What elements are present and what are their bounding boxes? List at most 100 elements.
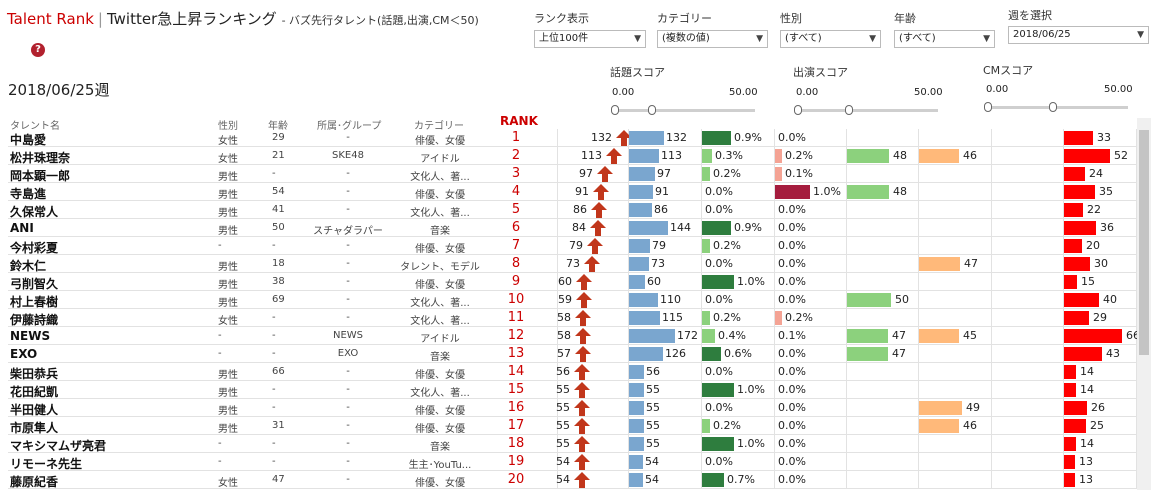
- topic-score-value: 50: [895, 293, 909, 306]
- row-divider: [8, 344, 1136, 345]
- category-select[interactable]: (複数の値) ▼: [657, 30, 768, 48]
- group-cell: -: [346, 186, 350, 197]
- scrollbar-thumb[interactable]: [1139, 130, 1149, 355]
- talent-name-link[interactable]: EXO: [10, 347, 38, 361]
- appearance-score-track[interactable]: [798, 109, 938, 112]
- gender-value: (すべて): [785, 33, 822, 44]
- trend-value: 55: [556, 419, 570, 432]
- appearance-score-max-handle[interactable]: [845, 105, 853, 115]
- help-icon[interactable]: ?: [31, 43, 45, 57]
- rank-display-select[interactable]: 上位100件 ▼: [534, 30, 646, 48]
- age-cell: 66: [272, 366, 285, 377]
- topic-score-value: 47: [892, 329, 906, 342]
- row-divider: [8, 416, 1136, 417]
- gender-cell: 男性: [218, 226, 238, 237]
- trend-value: 86: [573, 203, 587, 216]
- category-label: カテゴリー: [657, 12, 712, 25]
- talent-name-link[interactable]: 伊藤詩織: [10, 313, 59, 327]
- cm-score-bar: [1064, 221, 1096, 235]
- appearance-share-value: 0.0%: [778, 203, 806, 216]
- row-divider: [8, 308, 1136, 309]
- trend-up-arrow-icon: [575, 328, 591, 344]
- trend-up-arrow-icon: [616, 130, 632, 146]
- row-divider: [8, 488, 1136, 489]
- rank-cell: 11: [507, 310, 525, 325]
- appearance-score-min: 0.00: [796, 87, 819, 98]
- category-cell: 俳優、女優: [415, 280, 465, 291]
- talent-name-link[interactable]: 半田健人: [10, 403, 59, 417]
- cm-score-bar: [1064, 293, 1099, 307]
- grid-column-line: [918, 129, 919, 489]
- age-cell: -: [272, 168, 276, 179]
- rank-cell: 8: [511, 256, 521, 271]
- week-select[interactable]: 2018/06/25 ▼: [1008, 26, 1149, 44]
- talent-name-link[interactable]: 久保常人: [10, 205, 59, 219]
- appearance-score-min-handle[interactable]: [794, 105, 802, 115]
- topic-score-track[interactable]: [615, 109, 755, 112]
- topic-share-bar: [702, 419, 710, 433]
- talent-name-link[interactable]: 今村彩夏: [10, 241, 59, 255]
- talent-name-link[interactable]: マキシマムザ亮君: [10, 439, 107, 453]
- talent-name-link[interactable]: 弓削智久: [10, 277, 59, 291]
- age-select[interactable]: (すべて) ▼: [894, 30, 995, 48]
- cm-score-min-handle[interactable]: [984, 102, 992, 112]
- rank-cell: 20: [507, 472, 525, 487]
- buzz-score-value: 97: [657, 167, 671, 180]
- talent-name-link[interactable]: 岡本顕一郎: [10, 169, 71, 183]
- talent-name-link[interactable]: 鈴木仁: [10, 259, 47, 273]
- cm-score-value: 52: [1114, 149, 1128, 162]
- buzz-score-bar: [629, 257, 649, 271]
- group-cell: -: [346, 456, 350, 467]
- trend-up-arrow-icon: [587, 238, 603, 254]
- topic-share-value: 0.0%: [705, 293, 733, 306]
- talent-name-link[interactable]: 中島愛: [10, 133, 47, 147]
- buzz-score-bar: [629, 329, 675, 343]
- buzz-score-value: 110: [660, 293, 681, 306]
- row-divider: [8, 326, 1136, 327]
- cm-score-track[interactable]: [988, 106, 1128, 109]
- buzz-score-bar: [629, 437, 644, 451]
- cm-score-bar: [1064, 437, 1076, 451]
- talent-name-link[interactable]: 松井珠理奈: [10, 151, 71, 165]
- talent-name-link[interactable]: ANI: [10, 221, 34, 235]
- appearance-score-value: 47: [964, 257, 978, 270]
- row-divider: [8, 470, 1136, 471]
- gender-cell: 女性: [218, 154, 238, 165]
- trend-up-arrow-icon: [576, 274, 592, 290]
- age-cell: 38: [272, 276, 285, 287]
- trend-value: 55: [556, 383, 570, 396]
- cm-score-value: 15: [1081, 275, 1095, 288]
- buzz-score-bar: [629, 473, 643, 487]
- buzz-score-value: 55: [646, 383, 660, 396]
- buzz-score-bar: [629, 293, 658, 307]
- group-cell: -: [346, 240, 350, 251]
- trend-value: 57: [557, 347, 571, 360]
- buzz-score-value: 113: [661, 149, 682, 162]
- talent-name-link[interactable]: リモーネ先生: [10, 457, 83, 471]
- talent-name-link[interactable]: NEWS: [10, 329, 51, 343]
- cm-score-max-handle[interactable]: [1049, 102, 1057, 112]
- topic-share-bar: [702, 437, 734, 451]
- talent-name-link[interactable]: 寺島進: [10, 187, 47, 201]
- talent-name-link[interactable]: 柴田恭兵: [10, 367, 59, 381]
- group-cell: -: [346, 132, 350, 143]
- talent-name-link[interactable]: 市原隼人: [10, 421, 59, 435]
- category-cell: 文化人、著...: [410, 172, 470, 183]
- buzz-score-value: 55: [646, 437, 660, 450]
- talent-name-link[interactable]: 藤原紀香: [10, 475, 59, 489]
- age-cell: 31: [272, 420, 285, 431]
- rank-cell: 2: [511, 148, 521, 163]
- topic-score-value: 48: [893, 149, 907, 162]
- topic-score-min-handle[interactable]: [611, 105, 619, 115]
- topic-share-value: 0.2%: [713, 239, 741, 252]
- trend-up-arrow-icon: [576, 292, 592, 308]
- talent-name-link[interactable]: 村上春樹: [10, 295, 59, 309]
- buzz-score-bar: [629, 203, 652, 217]
- topic-score-max-handle[interactable]: [648, 105, 656, 115]
- talent-name-link[interactable]: 花田紀凱: [10, 385, 59, 399]
- appearance-share-value: 0.0%: [778, 131, 806, 144]
- gender-select[interactable]: (すべて) ▼: [780, 30, 881, 48]
- topic-share-bar: [702, 329, 715, 343]
- age-cell: 21: [272, 150, 285, 161]
- buzz-score-value: 91: [655, 185, 669, 198]
